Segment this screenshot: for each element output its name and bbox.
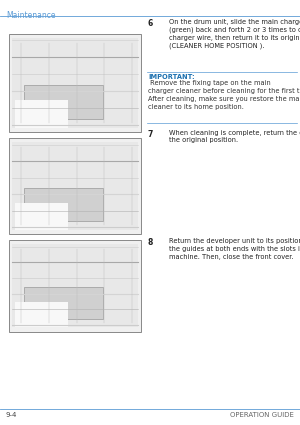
Bar (9, 138, 141, 234)
Text: On the drum unit, slide the main charger cleaner
(green) back and forth 2 or 3 t: On the drum unit, slide the main charger… (169, 19, 300, 49)
Bar (24, 85, 103, 119)
Text: When cleaning is complete, return the drum unit to
the original position.: When cleaning is complete, return the dr… (169, 130, 300, 143)
Bar (15, 203, 68, 230)
Text: 9-4: 9-4 (6, 412, 17, 418)
Bar (15, 302, 68, 327)
Text: Remove the fixing tape on the main
charger cleaner before cleaning for the first: Remove the fixing tape on the main charg… (148, 80, 300, 110)
Text: 6: 6 (147, 19, 152, 28)
Text: Return the developer unit to its position, aligning
the guides at both ends with: Return the developer unit to its positio… (169, 238, 300, 260)
Text: IMPORTANT:: IMPORTANT: (148, 74, 195, 80)
Bar (12, 142, 138, 230)
Text: Maintenance: Maintenance (6, 11, 56, 20)
Bar (9, 240, 141, 332)
Bar (9, 34, 141, 132)
Bar (12, 244, 138, 327)
Bar (24, 287, 103, 319)
Text: 8: 8 (147, 238, 152, 247)
Text: 7: 7 (147, 130, 152, 139)
Bar (12, 38, 138, 128)
Text: OPERATION GUIDE: OPERATION GUIDE (230, 412, 294, 418)
Bar (24, 187, 103, 221)
Bar (15, 100, 68, 128)
